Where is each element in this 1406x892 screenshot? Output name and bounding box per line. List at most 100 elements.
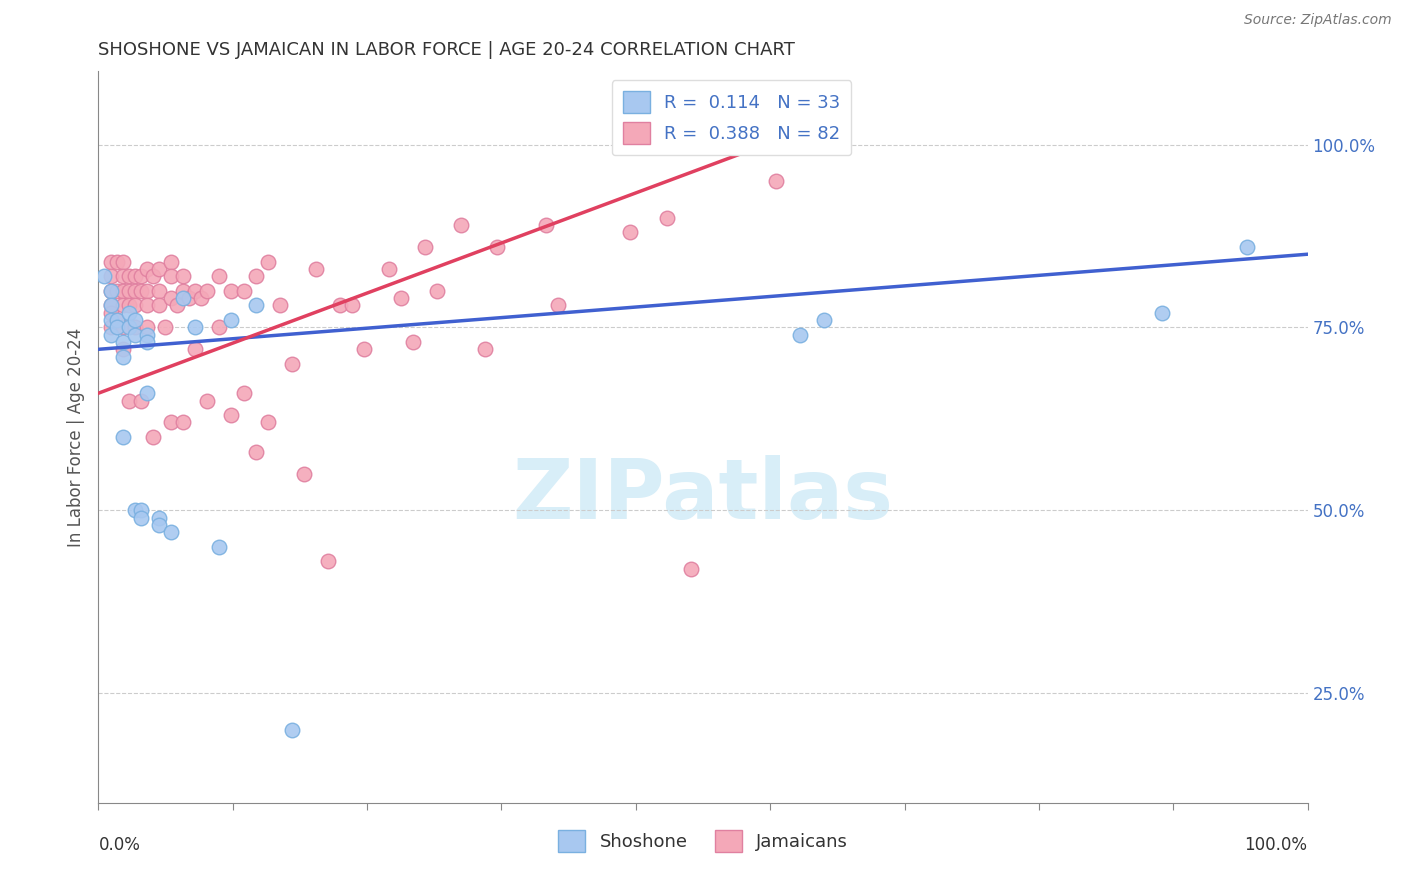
Point bbox=[105, 254, 128, 268]
Point bbox=[172, 291, 194, 305]
Point bbox=[135, 334, 157, 349]
Point bbox=[172, 269, 194, 284]
Point bbox=[160, 291, 183, 305]
Point bbox=[184, 343, 207, 357]
Point bbox=[305, 261, 328, 276]
Point bbox=[316, 554, 339, 568]
Point bbox=[135, 298, 157, 312]
Point bbox=[105, 284, 128, 298]
Point bbox=[208, 540, 231, 554]
Point bbox=[118, 298, 141, 312]
Point bbox=[353, 343, 375, 357]
Point bbox=[329, 298, 352, 312]
Text: 100.0%: 100.0% bbox=[1244, 836, 1308, 854]
Point bbox=[148, 510, 170, 524]
Text: Source: ZipAtlas.com: Source: ZipAtlas.com bbox=[1244, 13, 1392, 28]
Point bbox=[172, 284, 194, 298]
Point bbox=[135, 284, 157, 298]
Point bbox=[160, 254, 183, 268]
Point bbox=[118, 269, 141, 284]
Point bbox=[813, 313, 835, 327]
Point bbox=[124, 313, 146, 327]
Point bbox=[135, 261, 157, 276]
Point bbox=[547, 298, 569, 312]
Point bbox=[232, 386, 254, 401]
Point bbox=[245, 269, 267, 284]
Point bbox=[118, 320, 141, 334]
Point bbox=[105, 313, 128, 327]
Point bbox=[124, 298, 146, 312]
Point bbox=[100, 284, 122, 298]
Point bbox=[179, 291, 201, 305]
Point bbox=[111, 343, 134, 357]
Point bbox=[148, 284, 170, 298]
Point bbox=[124, 320, 146, 334]
Point bbox=[118, 284, 141, 298]
Point bbox=[195, 393, 218, 408]
Point bbox=[135, 327, 157, 342]
Point bbox=[105, 320, 128, 334]
Point bbox=[100, 313, 122, 327]
Point bbox=[208, 269, 231, 284]
Text: ZIPatlas: ZIPatlas bbox=[513, 455, 893, 536]
Point bbox=[184, 320, 207, 334]
Point bbox=[105, 313, 128, 327]
Point bbox=[292, 467, 315, 481]
Point bbox=[450, 218, 472, 232]
Point bbox=[765, 174, 787, 188]
Point bbox=[160, 525, 183, 540]
Point bbox=[124, 327, 146, 342]
Point bbox=[245, 444, 267, 458]
Point bbox=[118, 306, 141, 320]
Y-axis label: In Labor Force | Age 20-24: In Labor Force | Age 20-24 bbox=[66, 327, 84, 547]
Point bbox=[129, 284, 152, 298]
Point bbox=[100, 298, 122, 312]
Point bbox=[789, 327, 811, 342]
Point bbox=[269, 298, 291, 312]
Point bbox=[172, 416, 194, 430]
Point bbox=[100, 254, 122, 268]
Point bbox=[129, 503, 152, 517]
Point bbox=[389, 291, 412, 305]
Point bbox=[281, 357, 304, 371]
Point bbox=[129, 393, 152, 408]
Point bbox=[377, 261, 399, 276]
Legend: Shoshone, Jamaicans: Shoshone, Jamaicans bbox=[551, 823, 855, 860]
Point bbox=[221, 408, 243, 422]
Point bbox=[100, 306, 122, 320]
Point bbox=[111, 320, 134, 334]
Point bbox=[148, 298, 170, 312]
Point bbox=[142, 430, 165, 444]
Point bbox=[135, 386, 157, 401]
Point bbox=[402, 334, 425, 349]
Point bbox=[118, 393, 141, 408]
Point bbox=[100, 320, 122, 334]
Point bbox=[221, 313, 243, 327]
Point bbox=[208, 320, 231, 334]
Text: SHOSHONE VS JAMAICAN IN LABOR FORCE | AGE 20-24 CORRELATION CHART: SHOSHONE VS JAMAICAN IN LABOR FORCE | AG… bbox=[98, 41, 796, 59]
Point bbox=[655, 211, 678, 225]
Text: 0.0%: 0.0% bbox=[98, 836, 141, 854]
Point bbox=[111, 430, 134, 444]
Point bbox=[135, 320, 157, 334]
Point bbox=[129, 269, 152, 284]
Point bbox=[111, 334, 134, 349]
Point bbox=[124, 503, 146, 517]
Point bbox=[184, 284, 207, 298]
Point bbox=[534, 218, 557, 232]
Point bbox=[195, 284, 218, 298]
Point bbox=[148, 517, 170, 532]
Point bbox=[426, 284, 449, 298]
Point bbox=[474, 343, 496, 357]
Point bbox=[166, 298, 188, 312]
Point bbox=[281, 723, 304, 737]
Point bbox=[413, 240, 436, 254]
Point bbox=[679, 562, 702, 576]
Point bbox=[111, 269, 134, 284]
Point bbox=[256, 254, 278, 268]
Point bbox=[111, 350, 134, 364]
Point bbox=[129, 510, 152, 524]
Point bbox=[124, 284, 146, 298]
Point bbox=[619, 225, 641, 239]
Point bbox=[190, 291, 212, 305]
